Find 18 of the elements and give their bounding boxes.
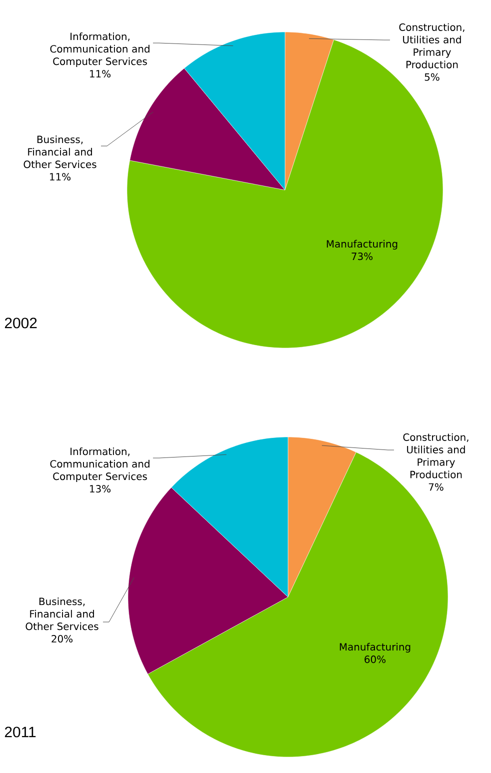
slice-label: Business, Financial and Other Services (24, 135, 96, 168)
data-label: 11% (90, 70, 111, 78)
slice-label: Information, Communication and Computer Services (50, 447, 150, 482)
data-label: 73% (352, 252, 373, 260)
data-label: 11% (50, 172, 71, 181)
slice-label: Information, Communication and Computer Services (50, 32, 150, 68)
data-label: 60% (364, 656, 386, 664)
data-label: 5% (424, 73, 440, 81)
slice-label: Construction, Utilities and Primary Production (399, 23, 464, 68)
slice-label: Construction, Utilities and Primary Production (403, 433, 468, 478)
text: 2002 (4, 318, 37, 328)
text: 2011 (4, 726, 36, 738)
data-label: 13% (90, 484, 111, 493)
slice-label: Manufacturing (326, 240, 398, 250)
slice-label: Business, Financial and Other Services (26, 597, 98, 630)
slice-label: Manufacturing (340, 642, 410, 653)
data-label: 7% (428, 483, 444, 491)
data-label: 20% (52, 634, 73, 643)
